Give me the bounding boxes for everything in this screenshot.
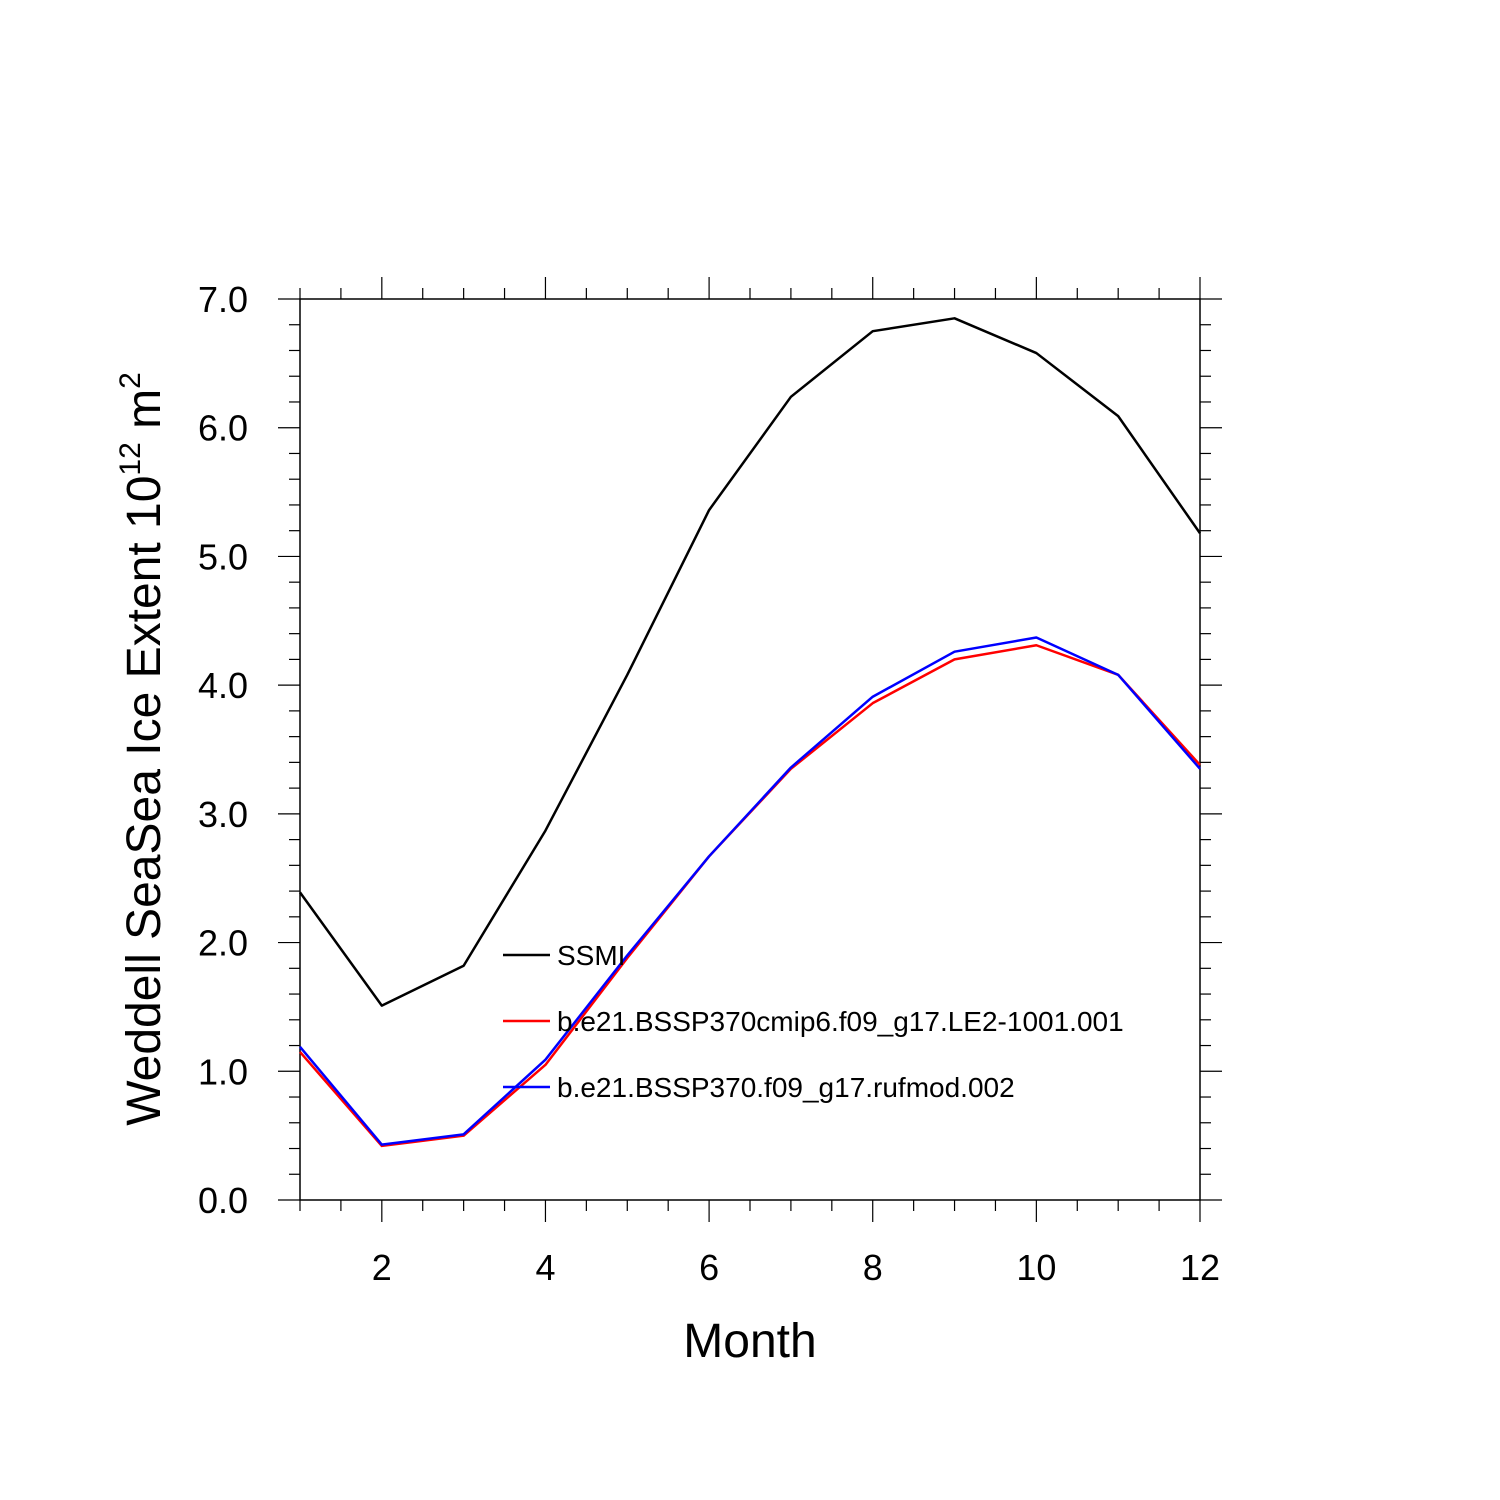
legend-label: b.e21.BSSP370cmip6.f09_g17.LE2-1001.001 [557, 1006, 1124, 1037]
y-tick-label: 7.0 [198, 279, 248, 320]
legend-label: SSMI [557, 940, 625, 971]
y-axis-label: Weddell SeaSea Ice Extent 1012 m2 [114, 372, 171, 1126]
axis-ticks: 2 4 6 8 10 12 0.0 1.0 2.0 3.0 4.0 5.0 6.0 7.0 [198, 277, 1222, 1288]
legend: SSMI b.e21.BSSP370cmip6.f09_g17.LE2-1001.… [503, 940, 1124, 1103]
series-lines [298, 317, 1202, 1148]
x-tick-label: 10 [1016, 1247, 1056, 1288]
y-tick-label: 6.0 [198, 408, 248, 449]
legend-label: b.e21.BSSP370.f09_g17.rufmod.002 [557, 1072, 1015, 1103]
y-tick-label: 5.0 [198, 536, 248, 577]
series-line-3 [299, 636, 1201, 1146]
y-axis-label-main: Weddell SeaSea Ice Extent 10 [118, 476, 171, 1126]
x-axis-label: Month [683, 1315, 816, 1368]
y-tick-label: 1.0 [198, 1051, 248, 1092]
x-tick-label: 12 [1180, 1247, 1220, 1288]
y-tick-label: 3.0 [198, 794, 248, 835]
y-axis-label-unit: m [118, 389, 171, 442]
plot-frame [299, 298, 1201, 1201]
x-tick-label: 8 [863, 1247, 883, 1288]
y-tick-label: 4.0 [198, 665, 248, 706]
y-axis-label-unit-exponent: 2 [114, 372, 147, 389]
y-tick-label: 0.0 [198, 1180, 248, 1221]
series-line-2 [299, 643, 1201, 1148]
x-tick-label: 4 [535, 1247, 555, 1288]
series-line-1 [298, 317, 1202, 1007]
x-tick-label: 2 [372, 1247, 392, 1288]
x-tick-label: 6 [699, 1247, 719, 1288]
y-tick-label: 2.0 [198, 923, 248, 964]
y-axis-label-exponent: 12 [114, 442, 147, 475]
